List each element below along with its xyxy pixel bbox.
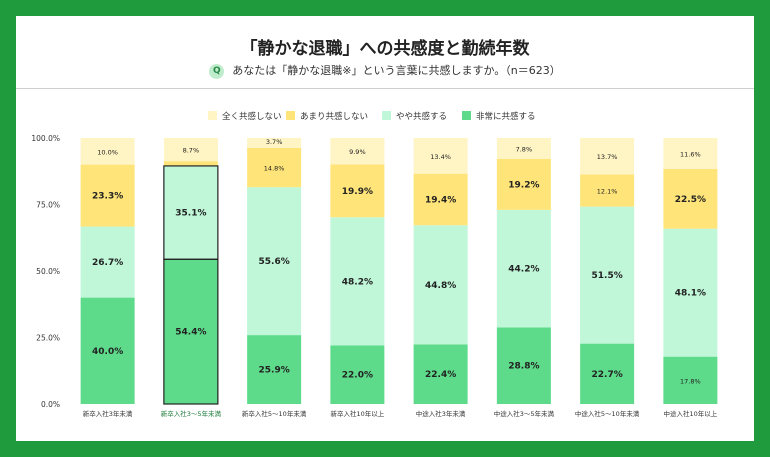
bar-segment [247,147,302,188]
bar-segment [163,138,218,162]
data-label: 48.2% [342,277,373,287]
bar-segment [247,187,302,336]
bar-segment [413,138,468,174]
data-label: 12.1% [597,188,618,196]
data-label: 9.9% [349,148,366,156]
x-tick-label: 中途入社3年未満 [416,409,466,418]
chart-frame: 「静かな退職」への共感度と勤続年数 Q あなたは「静かな退職※」という言葉に共感し… [16,16,754,441]
bar-segment [580,343,635,404]
bar-segment [80,164,135,227]
bar-segment [496,327,551,404]
bar-segment [163,165,218,260]
bar-segment [330,164,385,218]
bar-segment [80,297,135,404]
bar-segment [163,259,218,404]
x-tick-label: 中途入社3〜5年未満 [494,409,555,418]
bar-segment [330,138,385,165]
y-tick-label: 100.0% [31,134,60,143]
data-label: 55.6% [259,257,290,267]
y-tick-label: 75.0% [36,201,60,210]
question-text: あなたは「静かな退職※」という言葉に共感しますか。（n＝623） [232,64,561,77]
bar-segment [247,335,302,404]
bar-segment [496,158,551,210]
legend-swatch [382,111,391,120]
x-tick-label: 中途入社5〜10年未満 [575,409,640,418]
legend-label: あまり共感しない [300,111,368,122]
data-label: 40.0% [92,347,123,357]
bar-segment [413,344,468,404]
bar-segment [496,138,551,159]
data-label: 11.6% [680,150,701,158]
bar-segment [580,206,635,344]
bar-segment [330,345,385,404]
data-label: 22.4% [425,370,456,380]
stacked-bar-chart: 全く共感しない あまり共感しない やや共感する 非常に共感する 0.0% 25.0% 50.… [31,111,718,418]
y-tick-label: 0.0% [41,400,60,409]
bar-segment [663,228,718,357]
x-tick-label: 新卒入社3年未満 [83,409,133,418]
bar-segment [247,138,302,148]
legend-swatch [286,111,295,120]
bar-segment [663,138,718,169]
legend-swatch [208,111,217,120]
data-label: 25.9% [259,366,290,376]
legend-label: 非常に共感する [476,111,536,122]
data-label: 17.8% [680,377,701,385]
data-label: 7.8% [516,145,533,153]
data-label: 8.7% [183,147,200,155]
data-label: 22.5% [675,195,706,205]
y-tick-label: 50.0% [36,267,60,276]
x-tick-label: 新卒入社5〜10年未満 [242,409,307,418]
data-label: 22.0% [342,371,373,381]
data-label: 54.4% [175,328,206,338]
data-label: 19.9% [342,187,373,197]
bar-segment [580,174,635,207]
data-label: 19.2% [508,180,539,190]
data-label: 19.4% [425,195,456,205]
x-tick-label: 新卒入社10年以上 [330,409,384,418]
legend-label: やや共感する [396,111,447,122]
data-label: 51.5% [592,271,623,281]
data-label: 10.0% [97,148,118,156]
data-label: 23.3% [92,192,123,202]
x-tick-label: 中途入社10年以上 [663,409,717,418]
data-label: 22.7% [592,370,623,380]
legend-label: 全く共感しない [222,111,282,122]
chart-title: 「静かな退職」への共感度と勤続年数 [240,39,530,59]
bar-segment [413,173,468,226]
data-label: 35.1% [175,209,206,219]
data-label: 48.1% [675,289,706,299]
data-label: 44.8% [425,281,456,291]
bar-segment [663,168,718,229]
bar-segment [580,138,635,175]
bar-segment [330,217,385,346]
data-label: 26.7% [92,258,123,268]
survey-question: Q あなたは「静かな退職※」という言葉に共感しますか。（n＝623） [16,62,754,79]
bar-segment [663,356,718,404]
data-label: 28.8% [508,362,539,372]
data-label: 13.4% [430,153,451,161]
data-label: 3.7% [266,138,283,146]
bar-segment [80,138,135,165]
bar-segment [80,226,135,298]
bar-segment [163,161,218,166]
data-label: 44.2% [508,265,539,275]
legend-swatch [462,111,471,120]
data-label: 13.7% [597,153,618,161]
y-tick-label: 25.0% [36,334,60,343]
x-tick-label: 新卒入社3〜5年未満 [161,409,222,418]
data-label: 14.8% [264,165,285,173]
header-divider [16,88,754,89]
bar-segment [413,225,468,345]
bar-segment [496,209,551,328]
highlight-outline [163,165,219,260]
question-badge: Q [209,63,225,79]
